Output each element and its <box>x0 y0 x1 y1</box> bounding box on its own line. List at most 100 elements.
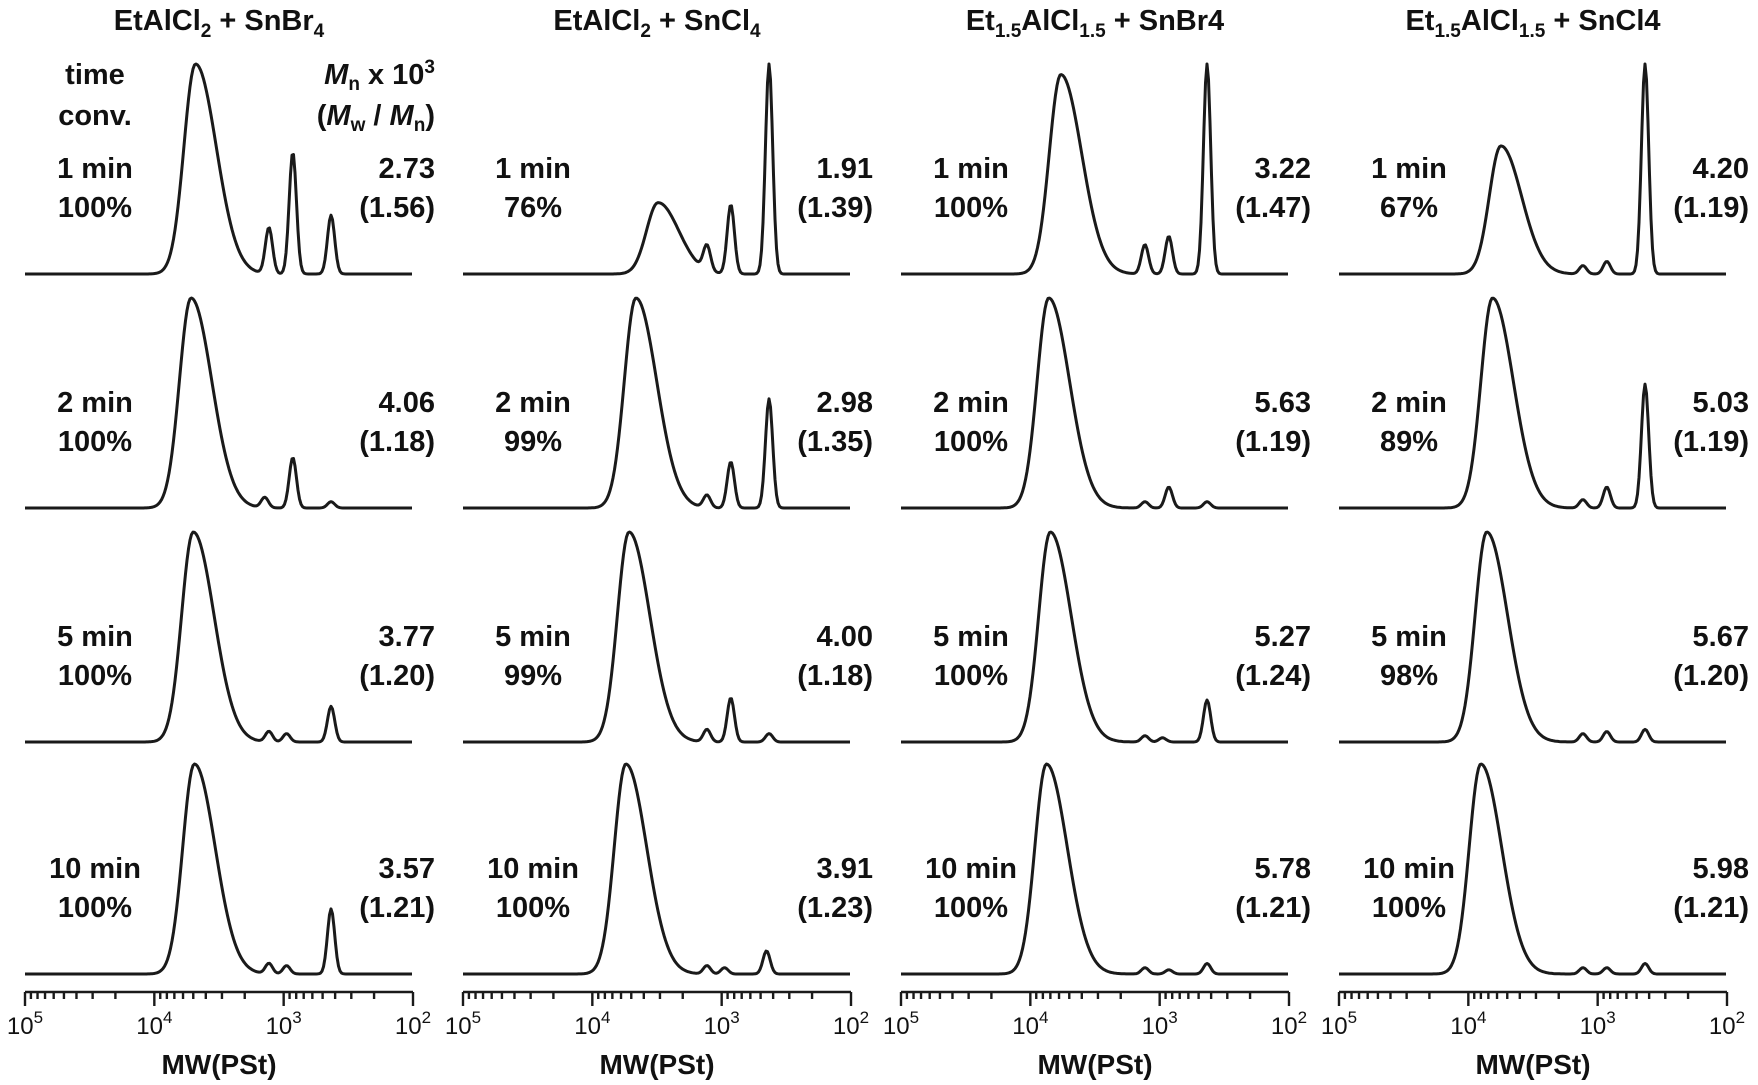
x-axis-label: MW(PSt) <box>1037 1049 1152 1080</box>
conversion-label: 76% <box>504 192 562 224</box>
x-axis-label: MW(PSt) <box>599 1049 714 1080</box>
conversion-label: 100% <box>58 892 132 924</box>
conversion-label: 100% <box>496 892 570 924</box>
gpc-trace-1min <box>463 62 850 276</box>
time-label: 5 min <box>1371 621 1447 653</box>
time-label: 1 min <box>1371 153 1447 185</box>
mn-value: 5.63 <box>1255 387 1311 419</box>
gpc-trace-1min <box>25 62 412 276</box>
time-label: 2 min <box>495 387 571 419</box>
time-label: 1 min <box>933 153 1009 185</box>
conversion-label: 100% <box>934 892 1008 924</box>
mn-value: 5.03 <box>1693 387 1749 419</box>
x-tick-label: 103 <box>1580 1008 1616 1040</box>
chart-panel: EtAlCl2 + SnCl4 1 min 76% 1.91 (1.39) 2 min 99… <box>445 5 873 1080</box>
chart-panel: EtAlCl2 + SnBr4 1 min 100% 2.73 (1.56) 2 min 1… <box>7 5 435 1080</box>
time-label: 10 min <box>1363 853 1455 885</box>
time-label: 2 min <box>933 387 1009 419</box>
dispersity-value: (1.20) <box>359 660 435 692</box>
x-tick-label: 103 <box>704 1008 740 1040</box>
mn-value: 3.91 <box>817 853 873 885</box>
chart-panel: Et1.5AlCl1.5 + SnCl4 1 min 67% 4.20 (1.19) 2 … <box>1321 5 1749 1080</box>
gpc-trace-5min <box>463 530 850 744</box>
mn-value: 4.06 <box>379 387 435 419</box>
conversion-label: 100% <box>934 192 1008 224</box>
x-axis-label: MW(PSt) <box>161 1049 276 1080</box>
dispersity-value: (1.21) <box>359 892 435 924</box>
x-tick-label: 105 <box>445 1008 481 1040</box>
gpc-trace-2min <box>901 296 1288 510</box>
header-conversion: conv. <box>58 100 132 132</box>
conversion-label: 100% <box>58 660 132 692</box>
mn-value: 3.57 <box>379 853 435 885</box>
x-tick-label: 105 <box>1321 1008 1357 1040</box>
dispersity-value: (1.19) <box>1235 426 1311 458</box>
x-tick-label: 103 <box>266 1008 302 1040</box>
dispersity-value: (1.18) <box>797 660 873 692</box>
x-tick-label: 102 <box>1709 1008 1745 1040</box>
conversion-label: 100% <box>934 426 1008 458</box>
conversion-label: 98% <box>1380 660 1438 692</box>
gpc-trace-10min <box>25 762 412 976</box>
time-label: 5 min <box>57 621 133 653</box>
mn-value: 4.20 <box>1693 153 1749 185</box>
time-label: 2 min <box>57 387 133 419</box>
gpc-trace-10min <box>463 762 850 976</box>
chart-panels: EtAlCl2 + SnBr4 1 min 100% 2.73 (1.56) 2 min 1… <box>7 5 1749 1080</box>
x-tick-label: 105 <box>7 1008 43 1040</box>
dispersity-value: (1.24) <box>1235 660 1311 692</box>
conversion-label: 67% <box>1380 192 1438 224</box>
x-tick-label: 102 <box>833 1008 869 1040</box>
time-label: 1 min <box>57 153 133 185</box>
panel-title: Et1.5AlCl1.5 + SnCl4 <box>1405 5 1660 42</box>
time-label: 10 min <box>49 853 141 885</box>
column-header: time conv. Mn x 103 (Mw / Mn) <box>58 57 435 136</box>
x-tick-label: 105 <box>883 1008 919 1040</box>
conversion-label: 89% <box>1380 426 1438 458</box>
header-dispersity: (Mw / Mn) <box>317 100 435 136</box>
dispersity-value: (1.20) <box>1673 660 1749 692</box>
dispersity-value: (1.23) <box>797 892 873 924</box>
x-tick-label: 104 <box>136 1008 172 1040</box>
x-tick-label: 104 <box>574 1008 610 1040</box>
mn-value: 3.77 <box>379 621 435 653</box>
conversion-label: 100% <box>1372 892 1446 924</box>
mn-value: 2.73 <box>379 153 435 185</box>
conversion-label: 100% <box>58 426 132 458</box>
dispersity-value: (1.35) <box>797 426 873 458</box>
mn-value: 5.67 <box>1693 621 1749 653</box>
dispersity-value: (1.39) <box>797 192 873 224</box>
header-mn: Mn x 103 <box>324 57 435 95</box>
gpc-trace-5min <box>901 530 1288 744</box>
time-label: 5 min <box>933 621 1009 653</box>
time-label: 1 min <box>495 153 571 185</box>
mn-value: 4.00 <box>817 621 873 653</box>
dispersity-value: (1.21) <box>1235 892 1311 924</box>
conversion-label: 99% <box>504 426 562 458</box>
mn-value: 5.27 <box>1255 621 1311 653</box>
gpc-trace-1min <box>1339 62 1726 276</box>
time-label: 5 min <box>495 621 571 653</box>
dispersity-value: (1.19) <box>1673 192 1749 224</box>
gpc-trace-2min <box>1339 296 1726 510</box>
panel-title: EtAlCl2 + SnCl4 <box>553 5 761 42</box>
conversion-label: 99% <box>504 660 562 692</box>
gpc-trace-2min <box>463 296 850 510</box>
panel-title: Et1.5AlCl1.5 + SnBr4 <box>966 5 1224 42</box>
chart-panel: Et1.5AlCl1.5 + SnBr4 1 min 100% 3.22 (1.47) 2… <box>883 5 1311 1080</box>
x-tick-label: 102 <box>1271 1008 1307 1040</box>
x-axis-label: MW(PSt) <box>1475 1049 1590 1080</box>
gpc-trace-1min <box>901 62 1288 276</box>
conversion-label: 100% <box>58 192 132 224</box>
panel-title: EtAlCl2 + SnBr4 <box>114 5 325 42</box>
time-label: 10 min <box>925 853 1017 885</box>
mn-value: 5.78 <box>1255 853 1311 885</box>
mn-value: 3.22 <box>1255 153 1311 185</box>
dispersity-value: (1.21) <box>1673 892 1749 924</box>
mn-value: 2.98 <box>817 387 873 419</box>
gpc-trace-2min <box>25 296 412 510</box>
gpc-trace-5min <box>25 530 412 744</box>
x-tick-label: 102 <box>395 1008 431 1040</box>
mn-value: 1.91 <box>817 153 873 185</box>
